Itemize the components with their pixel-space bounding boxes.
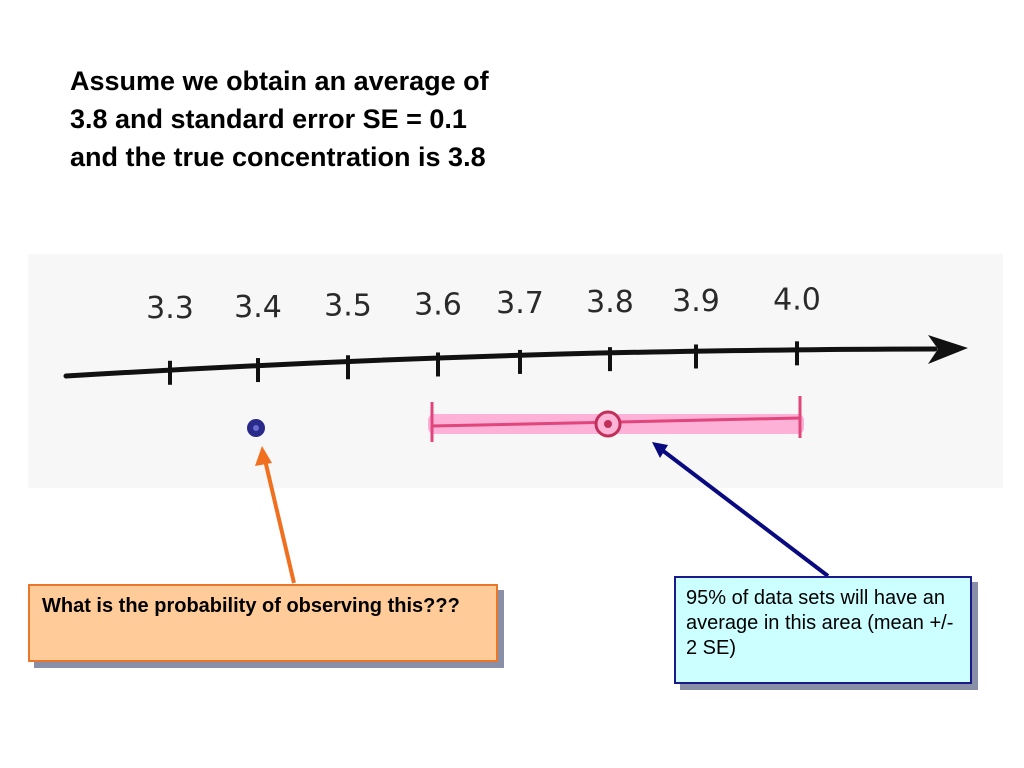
slide-title: Assume we obtain an average of 3.8 and s… xyxy=(70,62,670,176)
title-line-3: and the true concentration is 3.8 xyxy=(70,142,486,172)
tick-label: 3.4 xyxy=(234,290,282,325)
tick-labels: 3.3 3.4 3.5 3.6 3.7 3.8 3.9 4.0 xyxy=(146,283,821,326)
tick-label: 3.9 xyxy=(672,284,720,319)
tick-label: 3.6 xyxy=(414,287,462,322)
orange-arrow-head xyxy=(255,446,272,466)
axis-arrowhead xyxy=(928,335,968,364)
orange-arrow-shaft xyxy=(263,459,296,584)
number-line-axis xyxy=(63,346,938,379)
probability-question-text: What is the probability of observing thi… xyxy=(42,595,460,617)
tick-label: 3.5 xyxy=(324,289,372,324)
interval-explanation-text: 95% of data sets will have an average in… xyxy=(686,587,954,659)
tick-label: 3.8 xyxy=(586,285,634,320)
interval-explanation-callout: 95% of data sets will have an average in… xyxy=(674,576,972,684)
tick-label: 3.7 xyxy=(496,286,544,321)
navy-arrow-shaft xyxy=(660,448,830,578)
tick-label: 3.3 xyxy=(146,291,194,326)
observed-point-center xyxy=(253,425,259,431)
navy-arrow-head xyxy=(652,442,668,458)
probability-question-callout: What is the probability of observing thi… xyxy=(28,584,498,662)
title-line-1: Assume we obtain an average of xyxy=(70,66,489,96)
tick-marks xyxy=(168,341,799,385)
mean-marker-center xyxy=(604,420,612,428)
tick-label: 4.0 xyxy=(773,283,821,318)
title-line-2: 3.8 and standard error SE = 0.1 xyxy=(70,104,467,134)
confidence-interval xyxy=(428,396,804,442)
